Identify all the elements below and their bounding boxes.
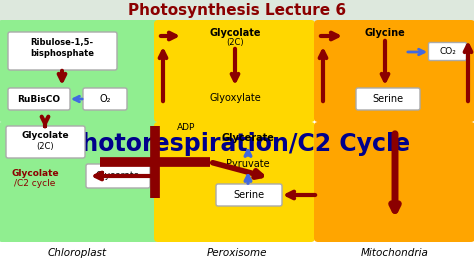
FancyBboxPatch shape <box>428 43 466 60</box>
Text: Photorespiration/C2 Cycle: Photorespiration/C2 Cycle <box>64 132 410 156</box>
Text: RuBisCO: RuBisCO <box>18 94 61 103</box>
FancyBboxPatch shape <box>154 20 315 122</box>
FancyBboxPatch shape <box>154 122 315 242</box>
Text: Chloroplast: Chloroplast <box>47 248 107 258</box>
Text: Glycine: Glycine <box>365 28 405 38</box>
FancyBboxPatch shape <box>86 164 150 188</box>
FancyBboxPatch shape <box>314 20 474 122</box>
FancyBboxPatch shape <box>0 20 159 122</box>
Text: Glycerate: Glycerate <box>96 172 140 181</box>
Text: Mitochondria: Mitochondria <box>361 248 429 258</box>
Text: Photosynthesis Lecture 6: Photosynthesis Lecture 6 <box>128 3 346 19</box>
Text: Pyruvate: Pyruvate <box>226 159 270 169</box>
FancyBboxPatch shape <box>8 88 70 110</box>
FancyBboxPatch shape <box>6 126 85 158</box>
FancyBboxPatch shape <box>356 88 420 110</box>
Text: Glycolate: Glycolate <box>209 28 261 38</box>
FancyBboxPatch shape <box>216 184 282 206</box>
FancyBboxPatch shape <box>83 88 127 110</box>
FancyBboxPatch shape <box>8 32 117 70</box>
Text: ADP: ADP <box>177 123 195 132</box>
FancyBboxPatch shape <box>314 122 474 242</box>
Text: CO₂: CO₂ <box>439 48 456 56</box>
Text: Serine: Serine <box>233 190 264 200</box>
FancyBboxPatch shape <box>0 0 474 22</box>
Text: (2C): (2C) <box>36 142 54 151</box>
Text: Glycolate: Glycolate <box>11 169 59 178</box>
Text: (2C): (2C) <box>226 38 244 47</box>
Text: /C2 cycle: /C2 cycle <box>14 180 55 189</box>
Text: bisphosphate: bisphosphate <box>30 49 94 59</box>
Text: Serine: Serine <box>373 94 403 104</box>
FancyBboxPatch shape <box>0 122 159 242</box>
Text: Peroxisome: Peroxisome <box>207 248 267 258</box>
Text: Glycerate: Glycerate <box>221 133 274 143</box>
Text: Glyoxylate: Glyoxylate <box>209 93 261 103</box>
Text: Ribulose-1,5-: Ribulose-1,5- <box>30 39 93 48</box>
Text: O₂: O₂ <box>99 94 111 104</box>
Text: Glycolate: Glycolate <box>21 131 69 139</box>
